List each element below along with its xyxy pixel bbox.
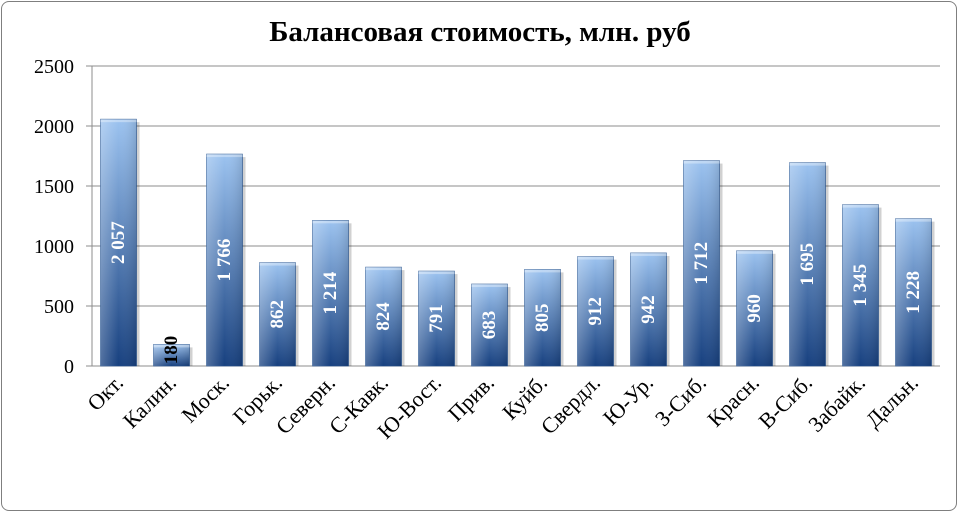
- data-label: 1 214: [320, 271, 341, 314]
- x-tick-label: Северн.: [271, 370, 340, 439]
- bar-cap: [736, 250, 773, 254]
- bar-highlight: [524, 269, 561, 366]
- data-label: 1 345: [850, 264, 871, 307]
- bar-highlight: [312, 220, 349, 366]
- bar-cap: [683, 160, 720, 164]
- data-label: 960: [744, 294, 765, 323]
- bar-cap: [153, 344, 190, 348]
- bar-highlight: [842, 204, 879, 366]
- bar-cap: [206, 154, 243, 158]
- x-axis: Окт.Калин.Моск.Горьк.Северн.С-Кавк.Ю-Вос…: [82, 370, 923, 444]
- y-tick-label: 500: [44, 296, 74, 318]
- bar-cap: [842, 204, 879, 208]
- y-tick-label: 1000: [34, 236, 74, 258]
- x-tick-label: Ю-Ур.: [598, 370, 658, 430]
- bar-highlight: [365, 267, 402, 366]
- x-tick-label: Забайк.: [803, 370, 870, 437]
- chart-title: Балансовая стоимость, млн. руб: [269, 16, 691, 48]
- data-label: 683: [479, 311, 500, 340]
- bar-cap: [471, 284, 508, 288]
- bar-cap: [630, 252, 667, 256]
- y-tick-label: 2500: [34, 56, 74, 78]
- bar-highlight: [100, 119, 137, 366]
- x-tick-label: Прив.: [443, 370, 499, 426]
- x-tick-label: Окт.: [82, 370, 128, 416]
- bar-highlight: [577, 256, 614, 366]
- y-tick-label: 0: [64, 356, 74, 378]
- bars: 2 057 180 1 766 862 1 214 824 791 683 805 912 942 1…: [100, 118, 935, 367]
- bar-highlight: [683, 160, 720, 366]
- bar-cap: [895, 218, 932, 222]
- bar-highlight: [895, 218, 932, 366]
- y-tick-label: 1500: [34, 176, 74, 198]
- data-label: 942: [638, 295, 659, 324]
- bar-cap: [524, 269, 561, 273]
- x-tick-label: Моск.: [176, 370, 234, 428]
- data-label: 1 695: [797, 243, 818, 286]
- bar-cap: [312, 220, 349, 224]
- bar-highlight: [736, 250, 773, 366]
- data-label: 805: [532, 303, 553, 332]
- data-label: 791: [426, 304, 447, 333]
- bar-cap: [100, 119, 137, 123]
- y-tick-label: 2000: [34, 116, 74, 138]
- bar-cap: [577, 256, 614, 260]
- x-tick-label: Красн.: [702, 370, 764, 432]
- x-tick-label: Свердл.: [536, 370, 605, 439]
- data-label: 1 766: [214, 239, 235, 282]
- bar-highlight: [259, 262, 296, 366]
- x-tick-label: Калин.: [118, 370, 181, 433]
- bar-highlight: [418, 271, 455, 366]
- data-label: 862: [267, 300, 288, 329]
- bar-highlight: [471, 284, 508, 366]
- data-label: 824: [373, 302, 394, 331]
- data-label: 1 228: [903, 271, 924, 314]
- bar-highlight: [789, 162, 826, 366]
- bar-cap: [418, 271, 455, 275]
- bar-highlight: [206, 154, 243, 366]
- data-label: 1 712: [691, 242, 712, 285]
- bar-highlight: [630, 252, 667, 366]
- x-tick-label: З-Сиб.: [650, 370, 711, 431]
- bar-cap: [259, 262, 296, 266]
- data-label: 180: [161, 336, 182, 365]
- bar-cap: [789, 162, 826, 166]
- data-label: 912: [585, 297, 606, 326]
- bar-highlight: [153, 344, 190, 366]
- x-tick-label: Дальн.: [861, 370, 923, 432]
- bar-cap: [365, 267, 402, 271]
- data-label: 2 057: [108, 221, 129, 264]
